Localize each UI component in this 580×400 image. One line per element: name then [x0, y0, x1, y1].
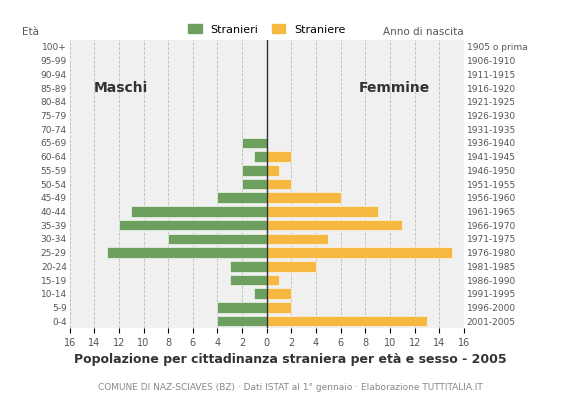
Bar: [119, 220, 267, 230]
Text: Anno di nascita: Anno di nascita: [383, 27, 464, 37]
Bar: [168, 234, 267, 244]
Bar: [267, 316, 427, 326]
Bar: [242, 179, 267, 189]
Bar: [242, 165, 267, 176]
Bar: [267, 206, 378, 217]
Bar: [242, 138, 267, 148]
Bar: [267, 261, 316, 272]
Bar: [218, 192, 267, 203]
Text: COMUNE DI NAZ-SCIAVES (BZ) · Dati ISTAT al 1° gennaio · Elaborazione TUTTITALIA.: COMUNE DI NAZ-SCIAVES (BZ) · Dati ISTAT …: [97, 384, 483, 392]
Bar: [131, 206, 267, 217]
Text: Femmine: Femmine: [359, 81, 430, 95]
Bar: [255, 288, 267, 299]
Bar: [230, 261, 267, 272]
Bar: [218, 316, 267, 326]
Bar: [267, 234, 328, 244]
Text: Popolazione per cittadinanza straniera per età e sesso - 2005: Popolazione per cittadinanza straniera p…: [74, 354, 506, 366]
Text: Maschi: Maschi: [94, 81, 148, 95]
Bar: [267, 288, 291, 299]
Bar: [267, 247, 452, 258]
Bar: [267, 220, 403, 230]
Bar: [255, 151, 267, 162]
Bar: [267, 192, 340, 203]
Bar: [267, 275, 279, 285]
Bar: [230, 275, 267, 285]
Legend: Stranieri, Straniere: Stranieri, Straniere: [184, 20, 350, 39]
Bar: [267, 165, 279, 176]
Bar: [267, 302, 291, 313]
Bar: [267, 179, 291, 189]
Text: Età: Età: [22, 27, 39, 37]
Bar: [267, 151, 291, 162]
Bar: [218, 302, 267, 313]
Bar: [107, 247, 267, 258]
